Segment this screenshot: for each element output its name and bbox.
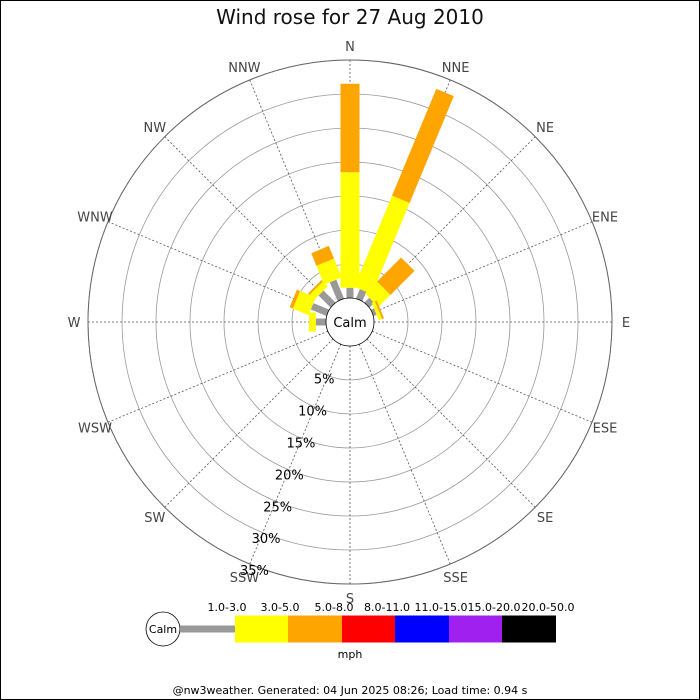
bar-nw-bin-1: [309, 281, 328, 300]
legend-swatch-5: [449, 615, 502, 643]
bar-nnw-bin-0: [329, 279, 345, 302]
direction-label-wnw: WNW: [77, 210, 113, 225]
legend-swatch-4: [395, 615, 449, 643]
ring-label-35: 35%: [240, 564, 269, 579]
direction-label-ssw: SSW: [230, 571, 260, 586]
legend-swatch-3: [342, 615, 395, 643]
ring-label-25: 25%: [263, 500, 292, 515]
ring-label-20: 20%: [275, 468, 304, 483]
bar-wnw-bin-2: [289, 289, 301, 309]
legend-bin-label-6: 20.0-50.0: [522, 601, 575, 614]
legend-swatch-6: [502, 615, 556, 643]
direction-label-ne: NE: [536, 121, 554, 136]
direction-label-nnw: NNW: [228, 61, 260, 76]
direction-label-e: E: [622, 316, 630, 331]
bar-ene-bin-0: [370, 308, 377, 317]
legend-bin-label-3: 8.0-11.0: [364, 601, 410, 614]
direction-label-nne: NNE: [442, 61, 470, 76]
legend-bin-label-4: 11.0-15.0: [415, 601, 468, 614]
legend-bin-label-0: 1.0-3.0: [208, 601, 247, 614]
bar-nw-bin-0: [318, 290, 336, 308]
bar-nnw-bin-1: [316, 258, 342, 285]
direction-label-w: W: [68, 316, 81, 331]
direction-label-s: S: [346, 592, 354, 607]
ring-label-15: 15%: [286, 436, 315, 451]
bar-ne-bin-1: [365, 281, 391, 307]
ring-label-10: 10%: [298, 404, 327, 419]
footer-text: @nw3weather. Generated: 04 Jun 2025 08:2…: [173, 684, 528, 697]
legend-bin-label-1: 3.0-5.0: [261, 601, 300, 614]
legend-bin-label-2: 5.0-8.0: [315, 601, 354, 614]
direction-label-sse: SSE: [443, 571, 468, 586]
bar-wnw-bin-1: [292, 291, 316, 316]
ring-label-30: 30%: [252, 532, 281, 547]
bar-wnw-bin-0: [310, 303, 330, 317]
direction-label-nw: NW: [144, 121, 167, 136]
direction-label-wsw: WSW: [78, 422, 112, 437]
direction-label-ene: ENE: [592, 210, 618, 225]
direction-label-ese: ESE: [593, 422, 618, 437]
bar-ene-bin-2: [374, 300, 384, 319]
chart-title: Wind rose for 27 Aug 2010: [216, 5, 484, 29]
bar-nne-bin-0: [355, 289, 367, 302]
bar-nnw-bin-2: [311, 245, 334, 266]
legend-unit: mph: [338, 648, 363, 661]
bar-ne-bin-2: [377, 257, 415, 295]
bar-nne-bin-2: [392, 88, 454, 203]
direction-label-sw: SW: [144, 511, 165, 526]
calm-label: Calm: [333, 316, 366, 331]
direction-label-se: SE: [537, 511, 553, 526]
legend-calm-label: Calm: [149, 623, 177, 636]
legend-bin-label-5: 15.0-20.0: [468, 601, 521, 614]
legend-swatch-2: [288, 615, 342, 643]
ring-label-5: 5%: [314, 373, 335, 388]
bar-nne-bin-1: [354, 195, 410, 295]
calm-circle: [325, 297, 375, 347]
direction-label-n: N: [345, 40, 355, 55]
legend-swatch-1: [235, 615, 288, 643]
bar-ene-bin-1: [371, 301, 383, 321]
legend-swatch-0: [180, 625, 235, 633]
bar-nw-bin-2: [308, 280, 323, 295]
bar-ne-bin-0: [364, 297, 375, 308]
